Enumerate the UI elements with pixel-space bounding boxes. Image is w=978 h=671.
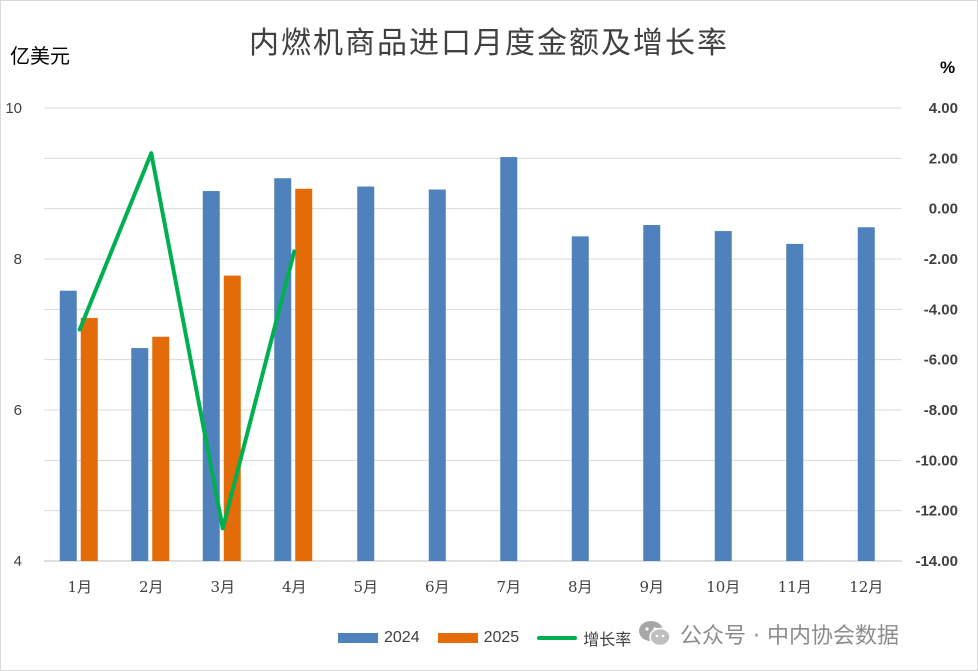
x-tick-label: 10月: [706, 578, 740, 596]
legend-item-growth: 增长率: [537, 626, 631, 650]
watermark: 公众号 · 中内协会数据: [638, 618, 899, 650]
bar-2025: [223, 275, 241, 561]
y-right-tick-label: 4.00: [929, 100, 958, 117]
bar-2025: [152, 336, 170, 561]
growth-line: [77, 151, 297, 531]
bar-2024: [857, 227, 875, 562]
x-tick-label: 6月: [425, 578, 450, 596]
y-right-tick-label: -8.00: [924, 402, 958, 419]
y-axis-right-label: %: [940, 58, 956, 77]
legend-swatch-growth: [537, 636, 578, 640]
x-tick-label: 7月: [496, 578, 521, 596]
bar-2024: [131, 348, 149, 561]
watermark-text: 公众号 · 中内协会数据: [680, 624, 899, 649]
y-left-tick-label: 8: [14, 251, 22, 268]
bar-2025: [80, 317, 98, 561]
x-tick-label: 2月: [139, 578, 164, 596]
y-right-tick-label: -6.00: [924, 352, 958, 369]
bar-2024: [59, 290, 77, 561]
bar-2024: [202, 191, 220, 562]
bar-2024: [786, 243, 804, 561]
bar-2024: [428, 189, 446, 562]
y-axis-left-label: 亿美元: [10, 44, 70, 68]
bar-2024: [274, 178, 292, 561]
y-right-tick-label: -4.00: [924, 301, 958, 318]
y-right-tick-label: -12.00: [915, 503, 958, 520]
y-right-tick-label: -10.00: [915, 452, 958, 469]
x-tick-label: 5月: [353, 578, 378, 596]
y-left-tick-label: 10: [5, 100, 22, 117]
legend-swatch-2025: [437, 633, 478, 643]
gridlines: [44, 107, 902, 562]
x-tick-label: 11月: [778, 578, 812, 596]
legend-item-2025: 2025: [437, 629, 520, 647]
x-tick-label: 8月: [568, 578, 593, 596]
chart-title: 内燃机商品进口月度金额及增长率: [249, 26, 729, 61]
growth-rate-line: [77, 151, 297, 531]
y-right-tick-label: 2.00: [929, 150, 958, 167]
x-tick-label: 1月: [67, 578, 92, 596]
legend: 2024 2025 增长率: [338, 626, 649, 650]
legend-swatch-2024: [338, 633, 378, 643]
growth-rate-point: [220, 526, 225, 531]
bar-2024: [500, 157, 518, 561]
growth-rate-point: [149, 151, 154, 156]
y-left-tick-label: 4: [14, 553, 22, 570]
legend-label-2025: 2025: [483, 629, 520, 646]
bar-2024: [714, 231, 732, 561]
x-tick-label: 12月: [849, 578, 883, 596]
bars: [59, 157, 875, 562]
y-left-tick-label: 6: [14, 402, 22, 419]
wechat-icon: [639, 621, 671, 647]
bar-2024: [643, 225, 661, 561]
bar-2024: [571, 236, 589, 561]
legend-item-2024: 2024: [338, 629, 420, 647]
x-tick-label: 3月: [210, 578, 235, 596]
y-right-tick-label: -14.00: [915, 553, 958, 570]
growth-rate-point: [77, 327, 82, 332]
y-right-tick-label: -2.00: [924, 251, 958, 268]
legend-label-2024: 2024: [384, 629, 420, 646]
tick-labels: 4 6 8 10 -14.00 -12.00 -10.00 -8.00 -6.00 -4.00 -2…: [5, 100, 958, 596]
x-tick-label: 4月: [282, 578, 307, 596]
bar-2024: [357, 186, 375, 561]
y-right-tick-label: 0.00: [929, 201, 958, 218]
legend-label-growth: 增长率: [583, 632, 632, 649]
growth-rate-point: [292, 249, 297, 254]
bar-2025: [295, 188, 313, 561]
x-tick-label: 9月: [639, 578, 664, 596]
